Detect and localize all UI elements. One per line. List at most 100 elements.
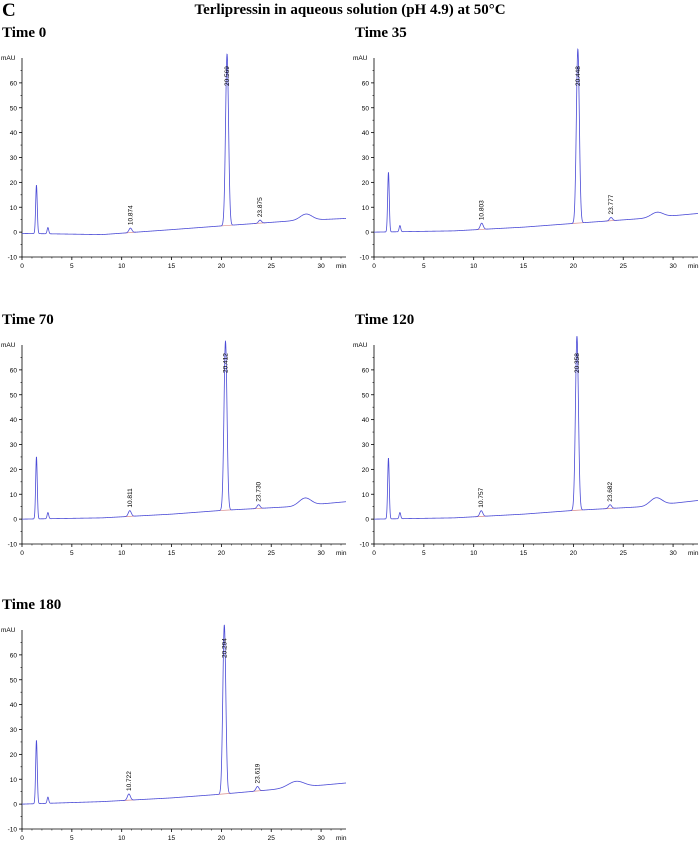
- peak-label: 20.358: [574, 353, 581, 373]
- x-tick-label: 0: [20, 835, 24, 842]
- x-tick-label: 25: [268, 835, 276, 842]
- x-tick-label: 20: [218, 550, 226, 557]
- peak-label: 10.722: [126, 771, 133, 791]
- peak-baseline: [570, 509, 583, 511]
- y-tick-label: -10: [8, 827, 18, 834]
- chromatogram-trace: [21, 624, 347, 805]
- x-axis-label: min: [336, 263, 347, 270]
- y-tick-label: 10: [10, 205, 18, 212]
- figure-title: Terlipressin in aqueous solution (pH 4.9…: [194, 2, 506, 18]
- y-tick-label: 50: [10, 677, 18, 684]
- chromatogram-trace: [21, 340, 347, 520]
- peak-label: 10.803: [479, 200, 486, 220]
- x-tick-label: 30: [669, 263, 677, 270]
- chromatogram-trace: [22, 53, 347, 236]
- y-tick-label: 50: [362, 105, 370, 112]
- y-tick-label: 10: [362, 492, 370, 499]
- x-tick-label: 20: [218, 835, 226, 842]
- peak-baseline: [219, 509, 232, 511]
- y-tick-label: 10: [362, 205, 370, 212]
- y-axis-label: mAU: [353, 342, 368, 349]
- x-tick-label: 5: [70, 550, 74, 557]
- chart-title-time-70: Time 70: [2, 312, 54, 328]
- x-tick-label: 30: [317, 550, 325, 557]
- x-tick-label: 30: [317, 263, 325, 270]
- peak-label: 20.412: [222, 353, 229, 373]
- x-tick-label: 25: [268, 263, 276, 270]
- x-tick-label: 15: [168, 550, 176, 557]
- y-tick-label: 60: [10, 80, 18, 87]
- x-axis-label: min: [336, 835, 347, 842]
- y-tick-label: 50: [362, 392, 370, 399]
- x-tick-label: 0: [20, 263, 24, 270]
- x-tick-label: 5: [422, 550, 426, 557]
- peak-label: 23.619: [254, 763, 261, 783]
- x-axis-label: min: [336, 550, 347, 557]
- x-tick-label: 20: [570, 263, 578, 270]
- x-tick-label: 25: [268, 550, 276, 557]
- peak-label: 10.757: [478, 487, 485, 507]
- y-tick-label: 20: [10, 467, 18, 474]
- y-tick-label: 60: [10, 652, 18, 659]
- peak-label: 20.569: [224, 66, 231, 86]
- x-tick-label: 5: [70, 263, 74, 270]
- y-tick-label: 0: [365, 230, 369, 237]
- y-tick-label: 30: [10, 155, 18, 162]
- y-tick-label: 60: [10, 367, 18, 374]
- peak-baseline: [218, 793, 231, 795]
- y-tick-label: -10: [360, 542, 370, 549]
- y-tick-label: 40: [362, 130, 370, 137]
- y-tick-label: 10: [10, 492, 18, 499]
- x-tick-label: 0: [20, 550, 24, 557]
- chart-title-time-0: Time 0: [2, 25, 47, 41]
- peak-label: 23.777: [608, 194, 615, 214]
- y-tick-label: 0: [13, 802, 17, 809]
- x-tick-label: 25: [620, 263, 628, 270]
- y-axis-label: mAU: [1, 342, 16, 349]
- y-tick-label: 40: [10, 417, 18, 424]
- peak-label: 23.730: [256, 481, 263, 501]
- y-tick-label: 40: [10, 702, 18, 709]
- y-tick-label: 20: [10, 752, 18, 759]
- x-tick-label: 5: [70, 835, 74, 842]
- peak-label: 23.875: [257, 197, 264, 217]
- y-tick-label: 40: [10, 130, 18, 137]
- x-tick-label: 0: [372, 263, 376, 270]
- y-tick-label: 60: [362, 80, 370, 87]
- x-tick-label: 10: [470, 263, 478, 270]
- x-tick-label: 10: [118, 550, 126, 557]
- peak-baseline: [571, 222, 584, 224]
- y-tick-label: 20: [362, 467, 370, 474]
- y-tick-label: 50: [10, 392, 18, 399]
- chart-title-time-120: Time 120: [355, 312, 415, 328]
- x-tick-label: 15: [520, 550, 528, 557]
- y-tick-label: 20: [362, 180, 370, 187]
- y-axis-label: mAU: [1, 627, 16, 634]
- x-tick-label: 25: [620, 550, 628, 557]
- x-tick-label: 20: [218, 263, 226, 270]
- x-tick-label: 30: [669, 550, 677, 557]
- y-tick-label: -10: [360, 255, 370, 262]
- y-tick-label: 0: [13, 230, 17, 237]
- x-tick-label: 0: [372, 550, 376, 557]
- panel-letter: C: [2, 0, 16, 21]
- x-axis-label: min: [688, 550, 699, 557]
- peak-label: 10.811: [127, 488, 134, 508]
- peak-label: 10.874: [127, 205, 134, 225]
- x-tick-label: 30: [317, 835, 325, 842]
- chromatogram-trace: [373, 336, 699, 520]
- x-axis-label: min: [688, 263, 699, 270]
- x-tick-label: 15: [168, 263, 176, 270]
- peak-label: 20.448: [575, 66, 582, 86]
- x-tick-label: 15: [520, 263, 528, 270]
- y-tick-label: 30: [362, 442, 370, 449]
- x-tick-label: 10: [118, 835, 126, 842]
- chart-title-time-35: Time 35: [355, 25, 407, 41]
- y-tick-label: -10: [8, 255, 18, 262]
- y-tick-label: 40: [362, 417, 370, 424]
